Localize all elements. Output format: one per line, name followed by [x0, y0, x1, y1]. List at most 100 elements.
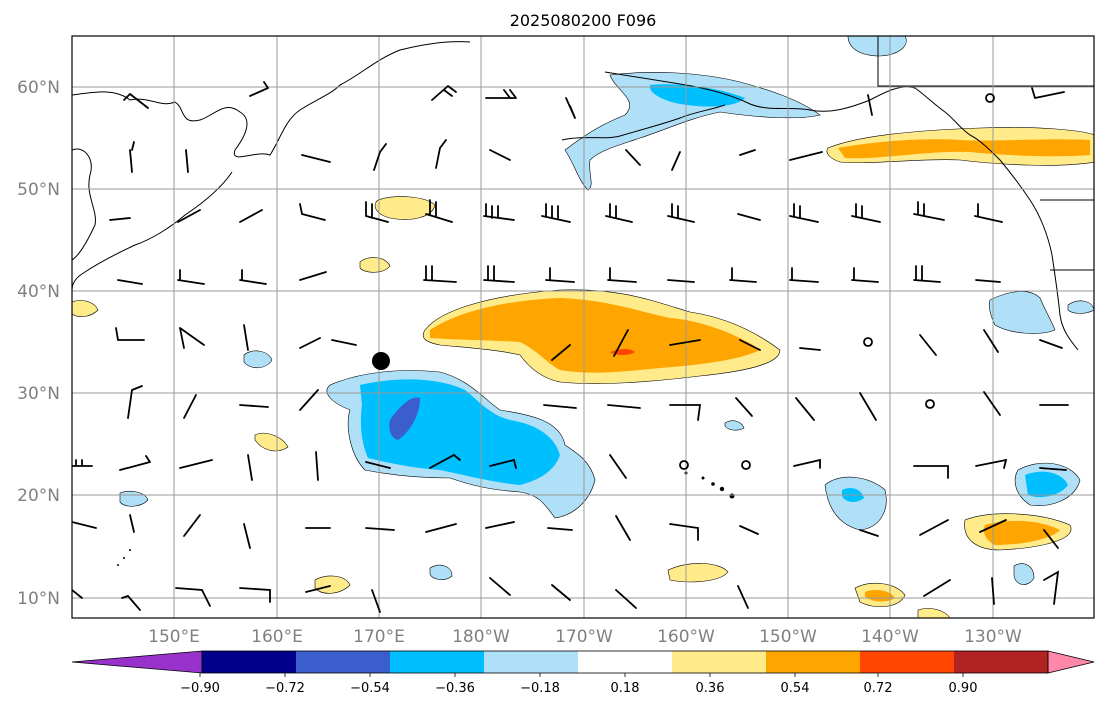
wind-barb [123, 93, 149, 109]
wind-barb [489, 149, 511, 161]
colorbar-segment [954, 651, 1048, 673]
negative-patch-7 [429, 564, 453, 580]
lon-label-160W: 160°W [657, 627, 715, 647]
wind-barb [607, 404, 641, 409]
coastline-alaska-south [604, 71, 1079, 351]
negative-patch-2 [988, 291, 1056, 334]
positive-patch-5-inner [865, 590, 895, 602]
wind-barb [625, 149, 641, 166]
wind-barb [72, 589, 83, 599]
wind-barb [1043, 570, 1060, 605]
colorbar-segment [296, 651, 390, 673]
wind-barb [974, 203, 1003, 223]
wind-barb [923, 579, 951, 597]
wind-barb [299, 389, 319, 411]
colorbar: −0.90 −0.72 −0.54 −0.36 −0.18 0.18 0.36 0.54 0.7… [71, 650, 1095, 696]
colorbar-tick-label: 0.18 [611, 681, 640, 696]
wind-barb [247, 454, 253, 481]
wind-barb [115, 327, 145, 341]
colorbar-segment [766, 651, 860, 673]
positive-patch-4 [667, 563, 729, 583]
wind-barb [117, 279, 143, 285]
wind-barb [547, 527, 573, 531]
coastline-okhotsk [72, 148, 96, 261]
wind-barb [365, 461, 391, 469]
positive-patch-6-inner [983, 520, 1060, 545]
wind-barb [183, 514, 201, 537]
colorbar-tick-label: −0.36 [435, 681, 475, 696]
colorbar-tick-label: −0.18 [520, 681, 560, 696]
wind-barb [789, 267, 819, 283]
wind-barb [609, 454, 627, 479]
figure-title: 2025080200 F096 [510, 11, 657, 30]
positive-patch-2 [359, 257, 391, 273]
wind-barb [185, 149, 189, 173]
wind-barbs [72, 81, 1069, 613]
wind-barb [129, 141, 135, 173]
wind-barb [735, 397, 753, 417]
coastline-aleutians [561, 104, 726, 141]
negative-patch-9 [724, 420, 745, 431]
colorbar-tick-label: −0.90 [180, 681, 220, 696]
colorbar-segment [390, 651, 484, 673]
positive-patch-7 [314, 575, 351, 594]
wind-barb [991, 577, 995, 605]
wind-barb [859, 392, 877, 421]
wind-barb [737, 585, 749, 609]
negative-patch-4 [824, 476, 887, 531]
wind-barb [239, 269, 267, 285]
wind-barb [795, 397, 815, 421]
map-area [72, 36, 1094, 618]
wind-barb [669, 523, 699, 541]
wind-barb [243, 523, 251, 549]
wind-barb [1039, 467, 1067, 471]
wind-barb [671, 151, 681, 171]
lon-label-150E: 150°E [148, 627, 200, 647]
colorbar-tick-label: −0.72 [265, 681, 305, 696]
wind-barb [423, 265, 457, 283]
wind-barb [239, 209, 263, 223]
colorbar-segment [860, 651, 954, 673]
wind-barb [799, 347, 821, 351]
wind-barb [607, 267, 637, 283]
wind-barb [605, 203, 633, 223]
wind-barb [1031, 87, 1065, 99]
wind-barb [177, 269, 205, 285]
wind-barb [739, 525, 759, 535]
wind-barb [127, 385, 143, 419]
wind-barb [305, 585, 331, 593]
negative-region-topright [847, 36, 907, 57]
wind-barb [485, 521, 515, 529]
wind-barb [72, 521, 97, 529]
wind-barb [177, 209, 201, 223]
wind-barb [489, 458, 517, 469]
colorbar-extend-high [1047, 650, 1095, 674]
wind-barb [979, 519, 1007, 533]
wind-barb [299, 337, 321, 349]
wind-barb [239, 587, 271, 603]
positive-patch-9 [917, 608, 951, 618]
colorbar-tick-label: 0.36 [696, 681, 725, 696]
negative-patch-5-inner [1025, 471, 1068, 498]
negative-region-north-inner [649, 84, 745, 107]
positive-patch-8 [72, 300, 99, 317]
wind-barb [331, 339, 357, 346]
wind-barb [431, 85, 457, 101]
colorbar-tick-label: 0.72 [864, 681, 893, 696]
lon-label-170E: 170°E [353, 627, 405, 647]
lon-label-130W: 130°W [964, 627, 1022, 647]
wind-barb [565, 97, 576, 119]
lat-label-10N: 10°N [17, 589, 60, 609]
wind-barb [429, 453, 461, 469]
wind-barb [859, 529, 879, 537]
wind-barb [1039, 339, 1063, 349]
lon-label-170W: 170°W [555, 627, 613, 647]
wind-barb [239, 404, 269, 408]
wind-barb [851, 203, 881, 223]
wind-barb [373, 143, 387, 171]
lon-label-140W: 140°W [861, 627, 919, 647]
wind-barb [789, 203, 819, 223]
wind-barb [175, 587, 211, 607]
negative-region-central-core [389, 397, 420, 440]
